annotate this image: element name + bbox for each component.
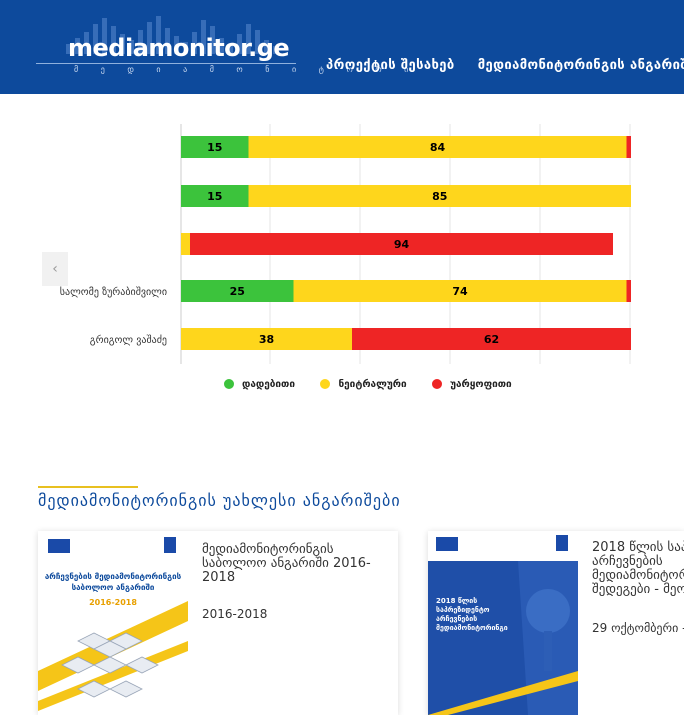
site-logo[interactable]: mediamonitor.ge მ ე დ ი ა მ ო ნ ი ტ ო რ … <box>36 14 408 76</box>
report-thumbnail: არჩევნების მედიამონიტორინგის საბოლოო ანგ… <box>38 531 188 715</box>
logo-bar <box>75 38 80 54</box>
logo-bar <box>264 40 269 54</box>
report-thumbnail: 2018 წლის საპრეზიდენტო არჩევნების მედიამ… <box>428 531 578 715</box>
category-label: სალომე ზურაბიშვილი <box>60 286 167 298</box>
chart-prev-button[interactable]: ‹ <box>42 252 68 286</box>
legend-item-neutral[interactable]: ნეიტრალური <box>320 379 407 390</box>
report-title-line: მედიამონიტორ <box>592 568 684 583</box>
chart-bar[interactable] <box>626 280 632 302</box>
sentiment-chart: 15 84 15 85 94 25 74 სალომე ზურაბიშვილი 38 62 გრიგ… <box>0 94 684 424</box>
logo-bar <box>93 24 98 54</box>
chart-bar[interactable] <box>626 136 632 158</box>
report-cover-years: 2016-2018 <box>89 598 137 607</box>
legend-label-neutral: ნეიტრალური <box>338 379 407 390</box>
chart-bar[interactable] <box>181 280 294 302</box>
legend-item-negative[interactable]: უარყოფითი <box>432 379 512 390</box>
logo-bar <box>129 40 134 54</box>
report-title-line: 2018 წლის საპ <box>592 540 684 555</box>
logo-bar <box>246 24 251 54</box>
legend-label-positive: დადებითი <box>242 379 295 390</box>
logo-bars-icon <box>66 16 278 54</box>
report-cover-title: 2018 წლის საპრეზიდენტო არჩევნების მედიამ… <box>436 597 508 632</box>
bar-data-label: 94 <box>394 238 410 251</box>
chart-bar[interactable] <box>352 328 631 350</box>
logo-bar <box>84 32 89 54</box>
bar-data-label: 62 <box>484 333 499 346</box>
logo-bar <box>210 26 215 54</box>
chevron-left-icon: ‹ <box>52 261 58 277</box>
chart-canvas: 15 84 15 85 94 25 74 სალომე ზურაბიშვილი 38 62 გრიგ… <box>60 124 632 364</box>
logo-bar <box>183 42 188 54</box>
logo-bar <box>156 16 161 54</box>
logo-bar <box>228 44 233 54</box>
chart-legend: დადებითი ნეიტრალური უარყოფითი <box>224 379 534 390</box>
report-card[interactable]: არჩევნების მედიამონიტორინგის საბოლოო ანგ… <box>38 531 398 715</box>
legend-label-negative: უარყოფითი <box>450 379 512 390</box>
legend-dot-positive <box>224 379 234 389</box>
report-title[interactable]: 2018 წლის საპ არჩევნების მედიამონიტორ შე… <box>592 541 684 597</box>
logo-bar <box>120 34 125 54</box>
logo-bar <box>237 34 242 54</box>
bar-data-label: 15 <box>207 141 222 154</box>
chart-bar[interactable] <box>181 136 249 158</box>
report-title-line: შედეგები - მეო <box>592 582 684 597</box>
logo-bar <box>138 30 143 54</box>
nav-link-reports[interactable]: მედიამონიტორინგის ანგარიშები <box>477 58 684 73</box>
chart-bar[interactable] <box>248 136 627 158</box>
chart-bar[interactable] <box>181 185 249 207</box>
logo-bar <box>255 30 260 54</box>
bar-data-label: 85 <box>432 190 447 203</box>
report-title[interactable]: მედიამონიტორინგის საბოლოო ანგარიში 2016-… <box>202 542 371 585</box>
category-label: გრიგოლ ვაშაძე <box>90 334 167 346</box>
chart-bar[interactable] <box>293 280 627 302</box>
legend-dot-negative <box>432 379 443 389</box>
bar-data-label: 15 <box>207 190 222 203</box>
report-date: 29 ოქტომბერი - <box>592 621 684 635</box>
report-date: 2016-2018 <box>202 607 268 621</box>
report-card[interactable]: 2018 წლის საპრეზიდენტო არჩევნების მედიამ… <box>428 531 684 715</box>
logo-bar <box>66 44 71 54</box>
section-accent-rule <box>38 486 138 488</box>
logo-divider <box>36 63 296 64</box>
section-title: მედიამონიტორინგის უახლესი ანგარიშები <box>38 491 401 510</box>
bar-data-label: 74 <box>452 285 468 298</box>
logo-bar <box>165 28 170 54</box>
report-cover-image <box>38 531 188 715</box>
logo-bar <box>201 20 206 54</box>
nav-link-about[interactable]: პროექტის შესახებ <box>326 58 455 73</box>
chart-bar[interactable] <box>190 233 613 255</box>
legend-item-positive[interactable]: დადებითი <box>224 379 295 390</box>
report-title-line: არჩევნების <box>592 554 663 569</box>
bar-data-label: 38 <box>259 333 274 346</box>
report-cover-image <box>428 531 578 715</box>
logo-bar <box>111 26 116 54</box>
chart-bar[interactable] <box>181 233 190 255</box>
legend-dot-neutral <box>320 379 331 389</box>
logo-bar <box>102 18 107 54</box>
logo-bar <box>273 46 278 54</box>
main-nav: პროექტის შესახებ მედიამონიტორინგის ანგარ… <box>326 54 684 73</box>
report-cover-title: არჩევნების მედიამონიტორინგის საბოლოო ანგ… <box>44 572 182 592</box>
logo-text: mediamonitor.ge <box>68 34 290 62</box>
logo-bar <box>219 38 224 54</box>
chart-bar[interactable] <box>181 328 352 350</box>
site-header: mediamonitor.ge მ ე დ ი ა მ ო ნ ი ტ ო რ … <box>0 0 684 94</box>
chart-bar[interactable] <box>248 185 632 207</box>
logo-bar <box>174 36 179 54</box>
logo-subtitle: მ ე დ ი ა მ ო ნ ი ტ ო რ ი <box>74 65 419 74</box>
bar-data-label: 25 <box>230 285 245 298</box>
logo-bar <box>147 22 152 54</box>
bar-data-label: 84 <box>430 141 446 154</box>
logo-bar <box>192 32 197 54</box>
